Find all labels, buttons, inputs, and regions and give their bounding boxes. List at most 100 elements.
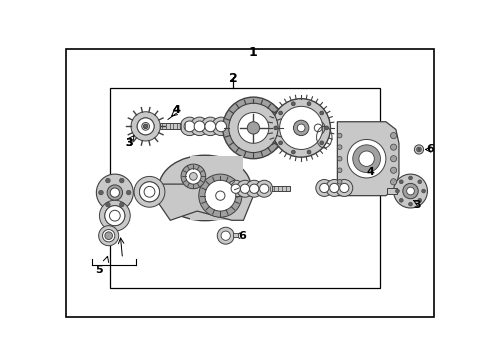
Circle shape	[279, 111, 283, 115]
Circle shape	[256, 180, 273, 197]
Circle shape	[409, 176, 413, 180]
Circle shape	[105, 206, 125, 226]
Circle shape	[391, 179, 397, 185]
Circle shape	[97, 174, 133, 211]
Circle shape	[248, 182, 262, 196]
Circle shape	[325, 126, 328, 130]
Circle shape	[391, 144, 397, 150]
Circle shape	[395, 189, 399, 193]
Circle shape	[279, 141, 283, 145]
Text: 4: 4	[172, 105, 180, 115]
Circle shape	[140, 182, 159, 202]
Circle shape	[399, 180, 403, 184]
Circle shape	[337, 133, 342, 138]
Circle shape	[237, 180, 253, 197]
Circle shape	[391, 167, 397, 173]
Circle shape	[106, 178, 110, 183]
Circle shape	[131, 112, 160, 141]
Circle shape	[319, 183, 329, 193]
Circle shape	[391, 156, 397, 162]
Circle shape	[205, 121, 216, 132]
Circle shape	[249, 184, 259, 193]
Circle shape	[137, 118, 154, 135]
Circle shape	[260, 184, 269, 193]
Circle shape	[205, 180, 236, 211]
Circle shape	[120, 202, 124, 207]
Circle shape	[316, 180, 333, 197]
Circle shape	[222, 97, 284, 159]
Circle shape	[99, 200, 130, 231]
Circle shape	[399, 198, 403, 202]
Circle shape	[134, 176, 165, 207]
Circle shape	[184, 121, 195, 132]
Circle shape	[292, 150, 295, 154]
Text: 5: 5	[95, 265, 102, 275]
Bar	[233, 233, 238, 237]
Bar	[110, 88, 380, 288]
Circle shape	[407, 187, 415, 195]
Circle shape	[409, 202, 413, 206]
Bar	[388, 188, 397, 194]
Circle shape	[320, 141, 324, 145]
Circle shape	[311, 121, 325, 135]
Circle shape	[107, 185, 122, 200]
Text: 4: 4	[172, 105, 180, 115]
Circle shape	[337, 156, 342, 161]
Circle shape	[98, 226, 119, 246]
Circle shape	[221, 231, 230, 240]
Circle shape	[109, 210, 120, 221]
Circle shape	[292, 102, 295, 105]
Circle shape	[416, 147, 421, 152]
Circle shape	[403, 183, 418, 199]
Circle shape	[227, 180, 244, 197]
Text: 6: 6	[238, 231, 246, 241]
Circle shape	[240, 184, 249, 193]
Circle shape	[418, 180, 422, 184]
Bar	[269, 186, 291, 191]
Circle shape	[140, 182, 159, 202]
Circle shape	[274, 126, 278, 130]
Circle shape	[211, 186, 229, 205]
Circle shape	[422, 189, 425, 193]
Circle shape	[359, 151, 374, 166]
Circle shape	[353, 145, 381, 172]
Circle shape	[418, 198, 422, 202]
Text: 6: 6	[426, 144, 434, 154]
Text: 1: 1	[249, 46, 258, 59]
Ellipse shape	[159, 155, 251, 221]
Circle shape	[186, 169, 201, 184]
Text: 2: 2	[229, 72, 238, 85]
Circle shape	[326, 180, 343, 197]
Circle shape	[105, 202, 110, 207]
Circle shape	[418, 148, 420, 150]
Circle shape	[238, 112, 269, 143]
Circle shape	[272, 99, 330, 157]
Circle shape	[143, 124, 148, 129]
Circle shape	[110, 188, 120, 197]
Circle shape	[181, 164, 206, 189]
Circle shape	[320, 111, 324, 115]
Circle shape	[217, 227, 234, 244]
Circle shape	[190, 172, 197, 180]
Circle shape	[190, 117, 209, 136]
Circle shape	[105, 232, 113, 239]
Bar	[190, 156, 244, 220]
Circle shape	[212, 117, 230, 136]
Circle shape	[231, 184, 240, 193]
Circle shape	[337, 168, 342, 172]
Circle shape	[280, 106, 323, 149]
Circle shape	[216, 191, 225, 200]
Circle shape	[337, 145, 342, 149]
Circle shape	[391, 132, 397, 139]
Text: 3: 3	[414, 200, 421, 210]
Circle shape	[307, 150, 311, 154]
Circle shape	[337, 180, 342, 184]
Circle shape	[126, 190, 131, 195]
Text: 3: 3	[125, 138, 133, 148]
Circle shape	[247, 122, 260, 134]
Circle shape	[142, 122, 149, 130]
Circle shape	[314, 124, 322, 132]
Polygon shape	[159, 184, 255, 220]
Bar	[160, 123, 190, 130]
Text: 3: 3	[125, 138, 133, 148]
